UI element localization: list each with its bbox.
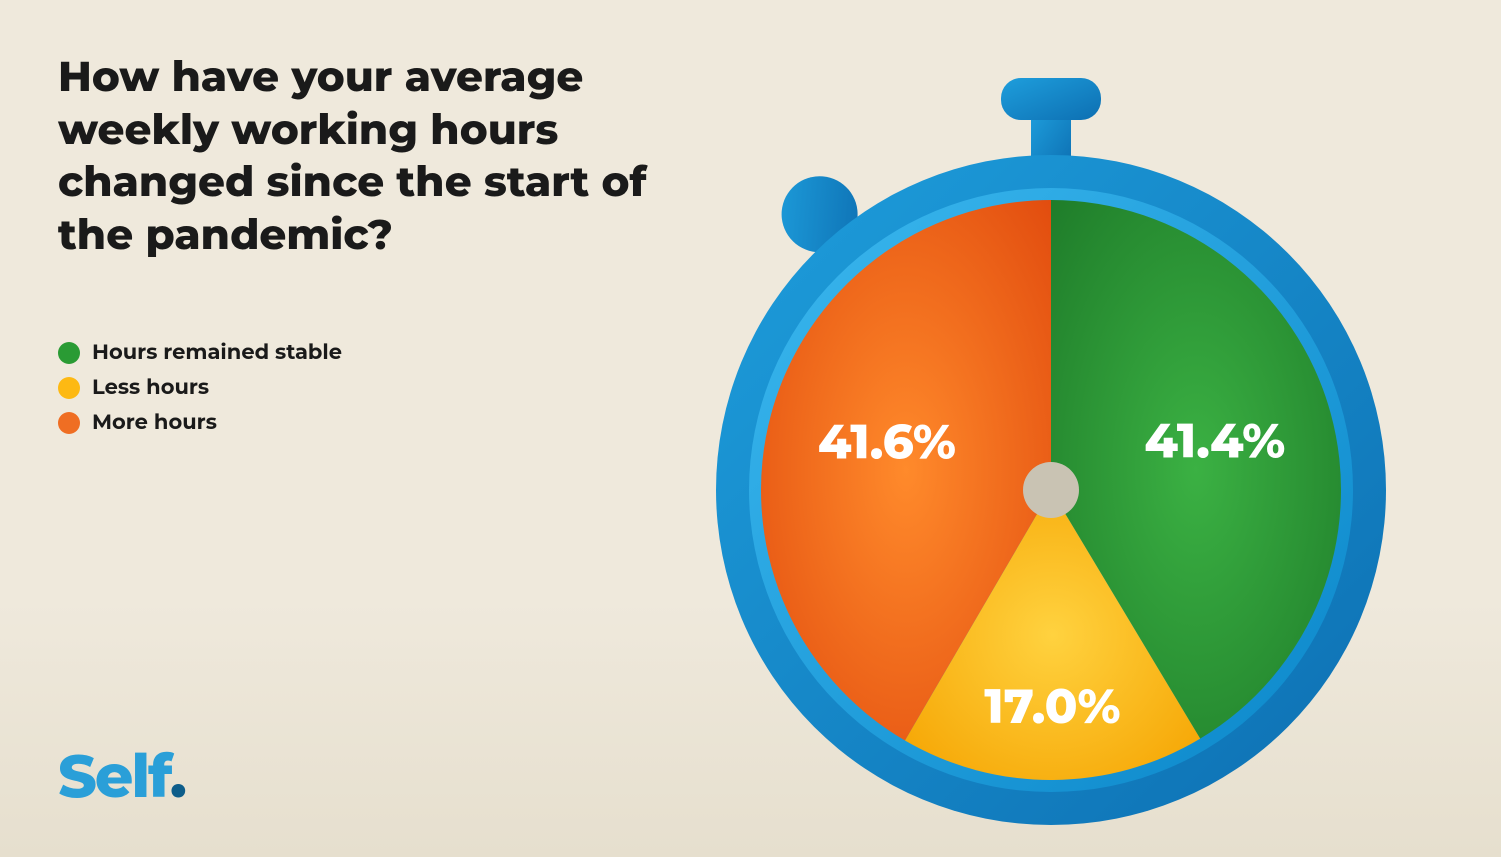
- legend-label-less: Less hours: [92, 375, 209, 400]
- legend-item-more: More hours: [58, 410, 342, 435]
- legend-label-stable: Hours remained stable: [92, 340, 342, 365]
- chart-title: How have your average weekly working hou…: [58, 50, 678, 260]
- pie-label-more: 41.6%: [818, 414, 956, 472]
- brand-logo: Self.: [58, 740, 185, 813]
- logo-dot: .: [170, 740, 185, 813]
- legend-item-stable: Hours remained stable: [58, 340, 342, 365]
- stopwatch-chart: 41.4% 17.0% 41.6%: [691, 70, 1411, 840]
- legend-dot-stable: [58, 342, 80, 364]
- legend: Hours remained stable Less hours More ho…: [58, 340, 342, 445]
- legend-dot-less: [58, 377, 80, 399]
- legend-dot-more: [58, 412, 80, 434]
- pie-label-stable: 41.4%: [1144, 413, 1285, 471]
- legend-item-less: Less hours: [58, 375, 342, 400]
- pie-label-less: 17.0%: [984, 678, 1120, 736]
- logo-text: Self: [58, 740, 170, 813]
- legend-label-more: More hours: [92, 410, 217, 435]
- stopwatch-hub: [1023, 462, 1079, 518]
- stopwatch-svg: 41.4% 17.0% 41.6%: [691, 70, 1411, 840]
